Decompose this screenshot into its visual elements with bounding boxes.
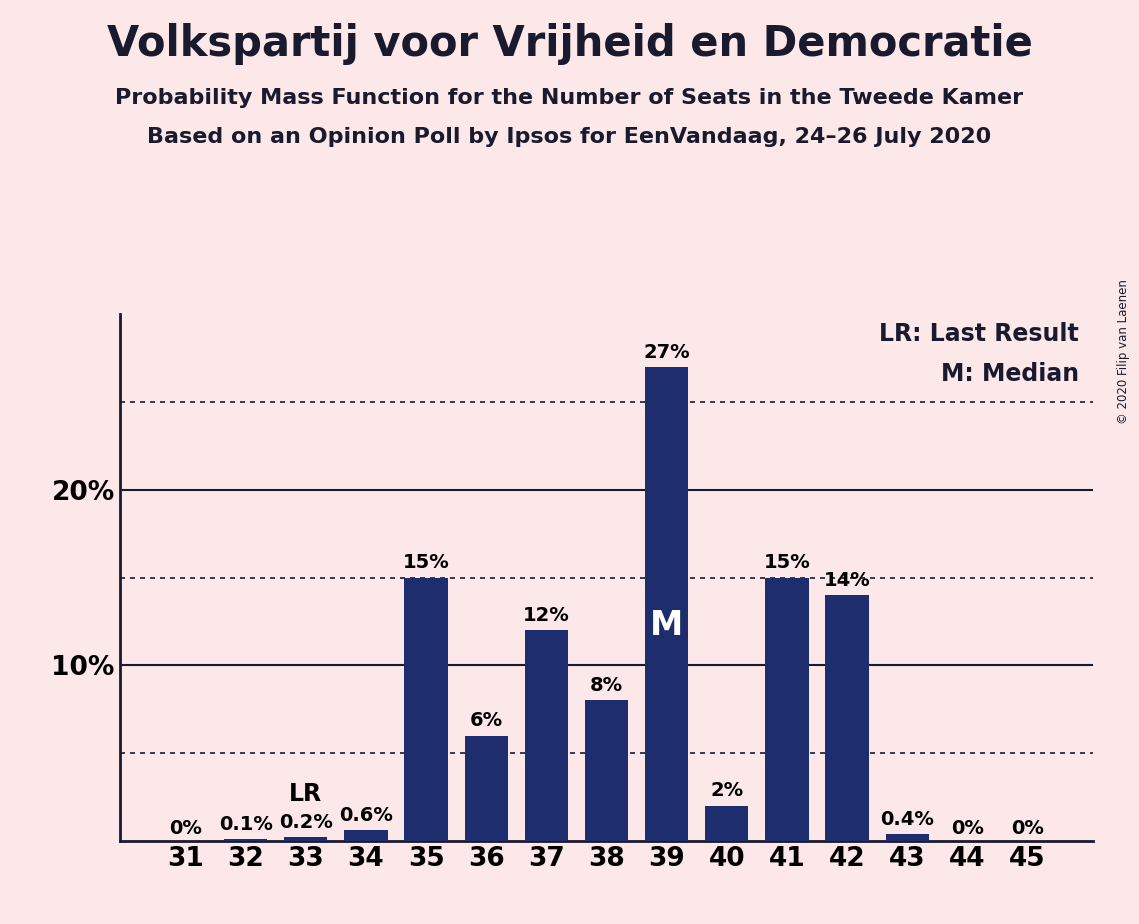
Bar: [584, 700, 629, 841]
Text: 0%: 0%: [951, 820, 984, 838]
Bar: [344, 831, 387, 841]
Bar: [826, 595, 869, 841]
Text: 14%: 14%: [823, 571, 870, 590]
Text: 0%: 0%: [169, 820, 202, 838]
Text: Volkspartij voor Vrijheid en Democratie: Volkspartij voor Vrijheid en Democratie: [107, 23, 1032, 65]
Text: M: M: [650, 609, 683, 642]
Bar: [465, 736, 508, 841]
Text: © 2020 Filip van Laenen: © 2020 Filip van Laenen: [1117, 279, 1130, 423]
Text: Based on an Opinion Poll by Ipsos for EenVandaag, 24–26 July 2020: Based on an Opinion Poll by Ipsos for Ee…: [147, 127, 992, 147]
Text: 15%: 15%: [763, 553, 810, 572]
Text: 0.4%: 0.4%: [880, 809, 934, 829]
Bar: [765, 578, 809, 841]
Text: 8%: 8%: [590, 676, 623, 695]
Text: 0.1%: 0.1%: [219, 815, 272, 833]
Text: Probability Mass Function for the Number of Seats in the Tweede Kamer: Probability Mass Function for the Number…: [115, 88, 1024, 108]
Text: 12%: 12%: [523, 606, 570, 625]
Text: LR: Last Result: LR: Last Result: [879, 322, 1079, 346]
Text: 27%: 27%: [644, 343, 690, 361]
Text: 0%: 0%: [1011, 820, 1044, 838]
Bar: [886, 833, 929, 841]
Text: M: Median: M: Median: [941, 361, 1079, 385]
Text: 15%: 15%: [403, 553, 450, 572]
Bar: [705, 806, 748, 841]
Bar: [404, 578, 448, 841]
Text: 2%: 2%: [711, 782, 744, 800]
Text: 0.2%: 0.2%: [279, 813, 333, 832]
Text: 0.6%: 0.6%: [339, 806, 393, 825]
Bar: [284, 837, 327, 841]
Text: LR: LR: [289, 782, 322, 806]
Text: 6%: 6%: [469, 711, 502, 730]
Bar: [224, 839, 268, 841]
Bar: [645, 367, 688, 841]
Bar: [525, 630, 568, 841]
